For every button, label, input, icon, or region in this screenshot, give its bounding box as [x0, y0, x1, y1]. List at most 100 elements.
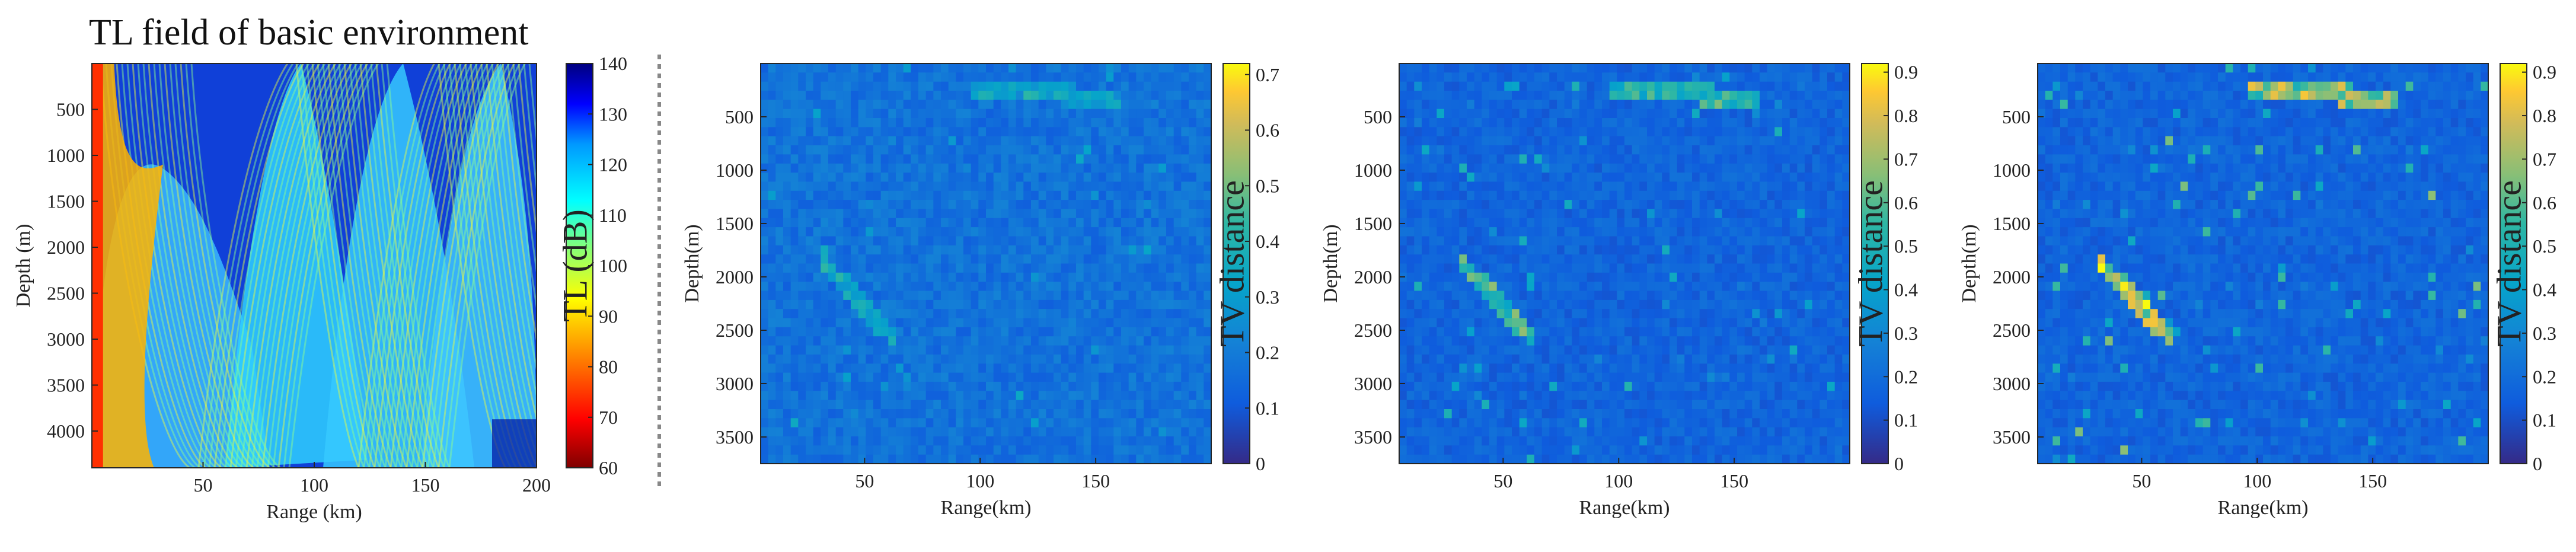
- heatmap-cell: [1106, 309, 1114, 319]
- heatmap-cell: [835, 418, 844, 428]
- heatmap-cell: [1031, 400, 1039, 410]
- heatmap-cell: [880, 254, 889, 264]
- heatmap-cell: [1677, 254, 1685, 264]
- heatmap-cell: [1444, 72, 1453, 82]
- heatmap-cell: [1106, 418, 1114, 428]
- heatmap-cell: [1031, 163, 1039, 173]
- heatmap-cell: [1729, 154, 1738, 164]
- heatmap-cell: [1572, 72, 1580, 82]
- heatmap-cell: [1489, 81, 1498, 91]
- heatmap-cell: [1031, 409, 1039, 419]
- heatmap-cell: [1692, 354, 1700, 364]
- heatmap-cell: [1128, 454, 1137, 464]
- heatmap-cell: [1496, 72, 1505, 82]
- heatmap-cell: [1632, 381, 1640, 391]
- heatmap-cell: [1406, 109, 1415, 119]
- heatmap-cell: [1729, 272, 1738, 282]
- heatmap-cell: [1662, 409, 1670, 419]
- heatmap-cell: [1624, 263, 1633, 273]
- heatmap-cell: [993, 63, 1001, 73]
- heatmap-cell: [1429, 145, 1437, 155]
- heatmap-cell: [1113, 327, 1122, 337]
- heatmap-cell: [888, 336, 896, 346]
- heatmap-cell: [1579, 118, 1588, 127]
- heatmap-cell: [873, 227, 882, 237]
- heatmap-cell: [1061, 318, 1069, 328]
- heatmap-cell: [1602, 263, 1610, 273]
- heatmap-cell: [993, 299, 1001, 309]
- heatmap-cell: [971, 181, 979, 192]
- heatmap-cell: [1061, 145, 1069, 155]
- heatmap-cell: [835, 145, 844, 155]
- heatmap-cell: [1572, 418, 1580, 428]
- heatmap-cell: [761, 81, 769, 91]
- heatmap-cell: [1647, 245, 1655, 255]
- heatmap-cell: [1076, 409, 1084, 419]
- heatmap-cell: [821, 181, 829, 192]
- heatmap-cell: [1128, 91, 1137, 100]
- heatmap-cell: [1038, 163, 1046, 173]
- heatmap-cell: [1654, 436, 1662, 446]
- heatmap-cell: [768, 209, 776, 219]
- heatmap-cell: [851, 190, 859, 200]
- heatmap-cell: [1489, 299, 1498, 309]
- heatmap-cell: [1023, 309, 1032, 319]
- heatmap-cell: [941, 272, 949, 282]
- heatmap-cell: [768, 427, 776, 437]
- heatmap-cell: [1564, 163, 1572, 173]
- heatmap-cell: [1519, 418, 1527, 428]
- heatmap-cell: [775, 372, 784, 382]
- heatmap-cell: [963, 354, 972, 364]
- heatmap-cell: [1564, 409, 1572, 419]
- heatmap-cell: [1128, 282, 1137, 292]
- heatmap-cell: [1744, 445, 1753, 455]
- heatmap-cell: [1662, 418, 1670, 428]
- heatmap-cell: [798, 372, 806, 382]
- heatmap-cell: [806, 336, 814, 346]
- heatmap-cell: [1594, 109, 1603, 119]
- heatmap-cell: [896, 318, 904, 328]
- heatmap-cell: [963, 400, 972, 410]
- heatmap-cell: [761, 227, 769, 237]
- heatmap-cell: [1076, 227, 1084, 237]
- heatmap-cell: [873, 445, 882, 455]
- heatmap-cell: [933, 282, 941, 292]
- heatmap-cell: [1046, 109, 1054, 119]
- heatmap-cell: [1572, 354, 1580, 364]
- heatmap-cell: [963, 227, 972, 237]
- heatmap-cell: [880, 236, 889, 246]
- heatmap-cell: [1737, 318, 1745, 328]
- heatmap-cell: [783, 454, 791, 464]
- heatmap-cell: [1654, 381, 1662, 391]
- heatmap-cell: [1016, 173, 1024, 182]
- heatmap-cell: [1008, 436, 1017, 446]
- heatmap-cell: [1091, 218, 1099, 228]
- heatmap-cell: [1144, 454, 1152, 464]
- heatmap-cell: [941, 263, 949, 273]
- heatmap-cell: [903, 200, 911, 209]
- heatmap-cell: [925, 427, 934, 437]
- heatmap-cell: [1031, 190, 1039, 200]
- heatmap-cell: [1023, 454, 1032, 464]
- heatmap-cell: [1467, 118, 1475, 127]
- heatmap-cell: [821, 72, 829, 82]
- heatmap-cell: [1459, 336, 1467, 346]
- heatmap-cell: [1639, 72, 1648, 82]
- heatmap-cell: [1128, 154, 1137, 164]
- heatmap-cell: [1534, 136, 1543, 146]
- heatmap-cell: [1068, 427, 1077, 437]
- heatmap-cell: [963, 318, 972, 328]
- heatmap-cell: [1046, 291, 1054, 301]
- heatmap-cell: [1459, 173, 1467, 182]
- heatmap-cell: [1549, 118, 1557, 127]
- heatmap-cell: [783, 81, 791, 91]
- heatmap-cell: [918, 445, 927, 455]
- heatmap-cell: [1038, 81, 1046, 91]
- heatmap-cell: [986, 272, 994, 282]
- heatmap-cell: [1504, 363, 1512, 374]
- heatmap-cell: [1061, 372, 1069, 382]
- tl-ray: [224, 63, 315, 468]
- heatmap-cell: [1128, 72, 1137, 82]
- heatmap-cell: [993, 409, 1001, 419]
- heatmap-cell: [1113, 63, 1122, 73]
